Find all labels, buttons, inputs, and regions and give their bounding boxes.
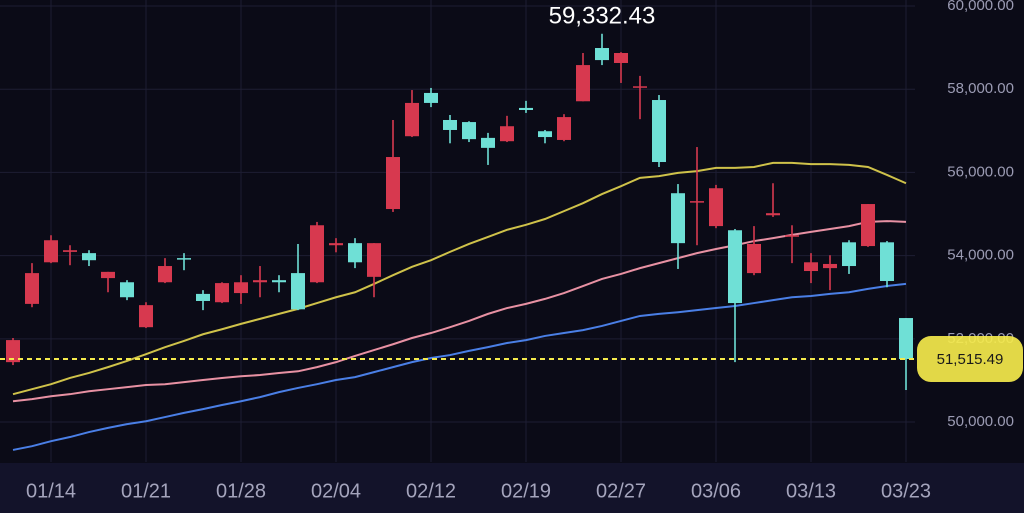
candle-body	[557, 117, 571, 140]
candle-body	[234, 282, 248, 294]
candle-body	[177, 258, 191, 260]
x-tick-label: 03/23	[881, 480, 931, 502]
candle-body	[481, 137, 495, 148]
candle-body	[690, 201, 704, 203]
candle-body	[6, 340, 20, 363]
overlay: 59,332.43 51,515.49	[0, 2, 1023, 383]
y-tick-label: 60,000.00	[947, 0, 1014, 14]
y-tick-label: 56,000.00	[947, 163, 1014, 180]
candle-body	[595, 48, 609, 61]
candle-body	[842, 242, 856, 267]
candle-body	[633, 86, 647, 88]
candle-body	[614, 53, 628, 63]
x-tick-label: 01/28	[216, 480, 266, 502]
plot	[6, 33, 913, 451]
last-price-badge	[917, 336, 1023, 383]
candle-body	[348, 243, 362, 263]
candle-body	[139, 305, 153, 328]
candle-body	[766, 213, 780, 216]
candle-body	[367, 243, 381, 277]
candle-body	[899, 318, 913, 360]
candle-body	[462, 122, 476, 140]
candle-body	[823, 263, 837, 269]
candle-body	[652, 100, 666, 163]
candle-body	[101, 271, 115, 279]
y-tick-label: 58,000.00	[947, 80, 1014, 97]
moving-average-line	[12, 161, 907, 396]
x-tick-label: 02/12	[406, 480, 456, 502]
candle-body	[405, 102, 419, 137]
candle-body	[804, 262, 818, 272]
grid: 50,000.0052,000.0054,000.0056,000.0058,0…	[0, 0, 1014, 502]
candle-body	[709, 188, 723, 227]
candle-body	[196, 293, 210, 301]
candle-body	[785, 235, 799, 237]
x-tick-label: 02/04	[311, 480, 361, 502]
high-label: 59,332.43	[549, 2, 656, 29]
moving-average-line	[12, 282, 907, 451]
x-tick-label: 01/21	[121, 480, 171, 502]
candle-body	[861, 204, 875, 247]
candle-body	[386, 157, 400, 210]
candle-body	[443, 119, 457, 130]
candle-body	[310, 225, 324, 283]
x-axis-band	[0, 463, 1024, 513]
last-price-label: 51,515.49	[937, 351, 1004, 368]
x-tick-label: 03/06	[691, 480, 741, 502]
candle-body	[158, 266, 172, 283]
candle-body	[25, 273, 39, 304]
candle-body	[880, 242, 894, 282]
candle-body	[215, 283, 229, 303]
candle-body	[82, 253, 96, 261]
moving-average-line	[12, 220, 907, 403]
candle-body	[63, 250, 77, 252]
candle-body	[291, 273, 305, 310]
candle-body	[44, 240, 58, 263]
y-tick-label: 50,000.00	[947, 413, 1014, 430]
candle-body	[747, 243, 761, 274]
x-tick-label: 02/27	[596, 480, 646, 502]
candle-body	[538, 131, 552, 138]
candle-body	[272, 280, 286, 283]
candle-body	[253, 280, 267, 283]
candle-body	[500, 126, 514, 142]
candle-body	[728, 230, 742, 304]
y-tick-label: 54,000.00	[947, 247, 1014, 264]
candle-body	[576, 65, 590, 102]
candle-body	[519, 107, 533, 111]
x-tick-label: 03/13	[786, 480, 836, 502]
candle-body	[120, 282, 134, 298]
candle-body	[424, 92, 438, 103]
x-tick-label: 02/19	[501, 480, 551, 502]
candle-body	[671, 193, 685, 244]
candle-body	[329, 243, 343, 246]
x-tick-label: 01/14	[26, 480, 76, 502]
